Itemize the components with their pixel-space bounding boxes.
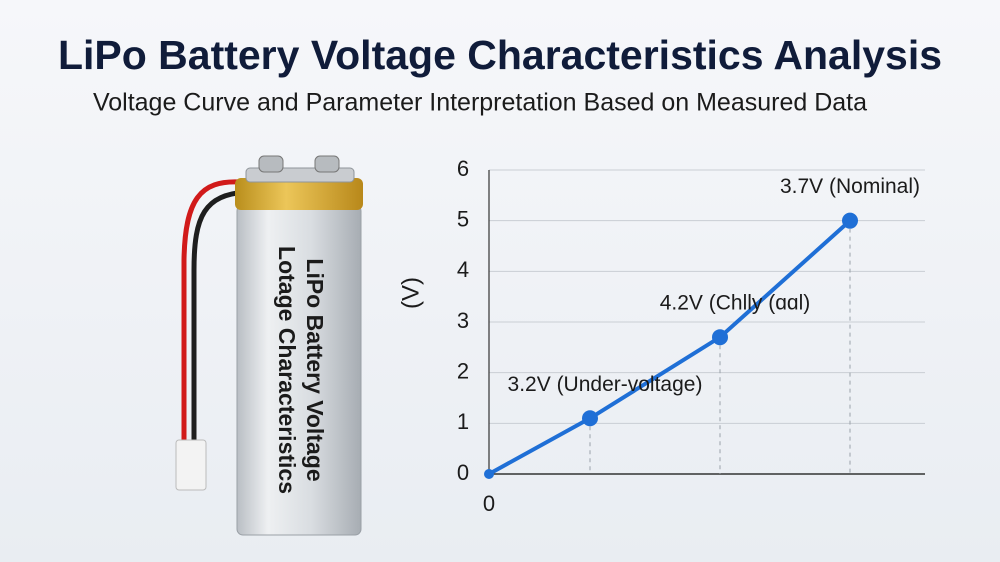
- data-point: [842, 212, 858, 229]
- battery: LiPo Battery Voltage Lotage Characterist…: [175, 155, 363, 536]
- y-axis-label: (V): [397, 277, 424, 309]
- y-tick-label: 0: [457, 460, 469, 485]
- subtitle: Voltage Curve and Parameter Interpretati…: [93, 89, 867, 117]
- y-tick-label: 5: [457, 206, 469, 231]
- battery-label-line: Lotage Characteristics: [274, 246, 300, 494]
- y-tick-label: 3: [457, 308, 469, 333]
- terminal: [314, 155, 340, 173]
- title: LiPo Battery Voltage Characteristics Ana…: [58, 32, 942, 78]
- connector: [175, 439, 207, 491]
- terminal: [258, 155, 284, 173]
- red-wire: [181, 179, 241, 440]
- battery-label: LiPo Battery Voltage Lotage Characterist…: [274, 246, 328, 494]
- y-tick-label: 6: [457, 156, 469, 181]
- data-point: [712, 329, 728, 346]
- voltage-line: [488, 219, 852, 476]
- y-tick-label: 2: [457, 358, 469, 383]
- battery-label-line: LiPo Battery Voltage: [302, 258, 328, 481]
- battery-cap: [235, 178, 363, 210]
- y-tick-label: 1: [457, 409, 469, 434]
- y-tick-label: 4: [457, 257, 469, 282]
- black-wire: [191, 189, 247, 440]
- annotation: 3.2V (Under-voltage): [508, 373, 703, 396]
- data-point: [582, 410, 598, 427]
- data-point: [484, 469, 494, 479]
- annotation: 4.2V (Chlly (ɑɑl): [660, 292, 811, 315]
- annotation: 3.7V (Nominal): [780, 175, 920, 198]
- chart: 0 1 2 3 4 5 6 0 3.2V (Under-voltage) 4.2V (Chlly …: [457, 156, 925, 516]
- x-tick-label: 0: [483, 491, 495, 516]
